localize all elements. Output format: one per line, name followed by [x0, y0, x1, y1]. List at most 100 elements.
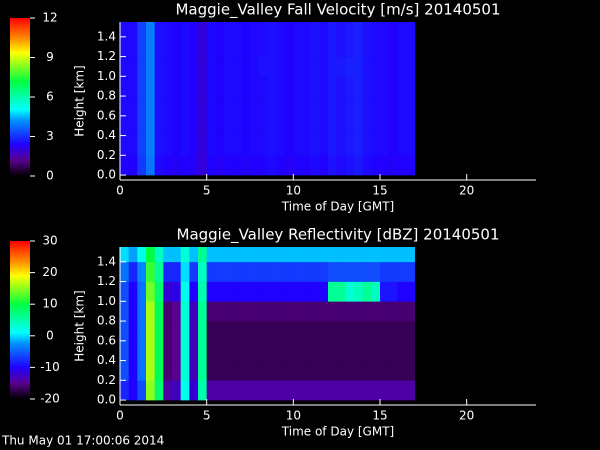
- cell: [137, 115, 147, 136]
- cell: [224, 76, 233, 97]
- cell: [371, 96, 381, 117]
- cell: [137, 76, 147, 97]
- cell: [206, 56, 216, 77]
- cell: [293, 56, 303, 77]
- cell: [163, 96, 173, 117]
- cell: [319, 155, 329, 176]
- cell: [154, 155, 164, 176]
- cell: [206, 155, 216, 176]
- cell: [189, 76, 199, 97]
- y-tick-label: 0.2: [97, 373, 116, 387]
- y-axis-label: Height [km]: [73, 65, 87, 136]
- y-tick-label: 1.4: [97, 254, 116, 268]
- cell: [215, 96, 225, 117]
- colorbar-tick-label: -20: [40, 392, 60, 406]
- cell: [189, 281, 199, 302]
- cell: [293, 281, 303, 302]
- cell: [241, 340, 251, 361]
- cell: [146, 360, 155, 381]
- cell: [163, 301, 173, 322]
- cell: [345, 301, 355, 322]
- cell: [250, 36, 259, 57]
- cell: [319, 36, 329, 57]
- cell: [189, 96, 199, 117]
- cell: [224, 115, 233, 136]
- cell: [163, 360, 173, 381]
- cell: [206, 96, 216, 117]
- cell: [362, 380, 372, 401]
- cell: [146, 301, 155, 322]
- cell: [250, 321, 259, 342]
- cell: [146, 76, 155, 97]
- cell: [406, 301, 415, 322]
- cell: [128, 115, 138, 136]
- x-axis-label: Time of Day [GMT]: [281, 200, 394, 214]
- cell: [336, 360, 346, 381]
- cell: [146, 56, 155, 77]
- cell: [276, 96, 285, 117]
- cell: [319, 360, 329, 381]
- cell: [380, 36, 389, 57]
- cell: [198, 247, 207, 263]
- cell: [241, 360, 251, 381]
- cell: [215, 261, 225, 282]
- cell: [206, 22, 216, 38]
- cell: [258, 340, 268, 361]
- cell: [397, 340, 407, 361]
- cell: [250, 380, 259, 401]
- y-tick-label: 0.2: [97, 148, 116, 162]
- cell: [267, 56, 277, 77]
- cell: [163, 247, 173, 263]
- cell: [388, 22, 398, 38]
- cell: [336, 380, 346, 401]
- cell: [354, 115, 363, 136]
- cell: [154, 247, 164, 263]
- cell: [232, 340, 242, 361]
- cell: [319, 115, 329, 136]
- cell: [371, 135, 381, 156]
- cell: [180, 56, 190, 77]
- cell: [302, 281, 311, 302]
- cell: [189, 155, 199, 176]
- cell: [128, 135, 138, 156]
- cell: [293, 155, 303, 176]
- cell: [354, 247, 363, 263]
- cell: [284, 76, 294, 97]
- cell: [172, 301, 181, 322]
- cell: [362, 96, 372, 117]
- cell: [397, 360, 407, 381]
- cell: [258, 360, 268, 381]
- cell: [137, 135, 147, 156]
- cell: [180, 340, 190, 361]
- cell: [397, 96, 407, 117]
- cell: [189, 247, 199, 263]
- cell: [336, 301, 346, 322]
- cell: [258, 247, 268, 263]
- cell: [258, 321, 268, 342]
- cell: [215, 76, 225, 97]
- cell: [362, 36, 372, 57]
- x-tick-label: 10: [286, 184, 301, 198]
- cell: [345, 115, 355, 136]
- cell: [198, 56, 207, 77]
- cell: [293, 340, 303, 361]
- cell: [345, 155, 355, 176]
- cell: [302, 360, 311, 381]
- cell: [380, 301, 389, 322]
- colorbar: [10, 241, 30, 399]
- cell: [336, 135, 346, 156]
- cell: [345, 321, 355, 342]
- cell: [380, 247, 389, 263]
- cell: [224, 281, 233, 302]
- cell: [397, 380, 407, 401]
- cell: [163, 56, 173, 77]
- cell: [319, 301, 329, 322]
- cell: [128, 22, 138, 38]
- cell: [128, 247, 138, 263]
- cell: [163, 321, 173, 342]
- cell: [276, 261, 285, 282]
- cell: [206, 321, 216, 342]
- cell: [128, 56, 138, 77]
- cell: [120, 36, 129, 57]
- y-tick-label: 1.0: [97, 69, 116, 83]
